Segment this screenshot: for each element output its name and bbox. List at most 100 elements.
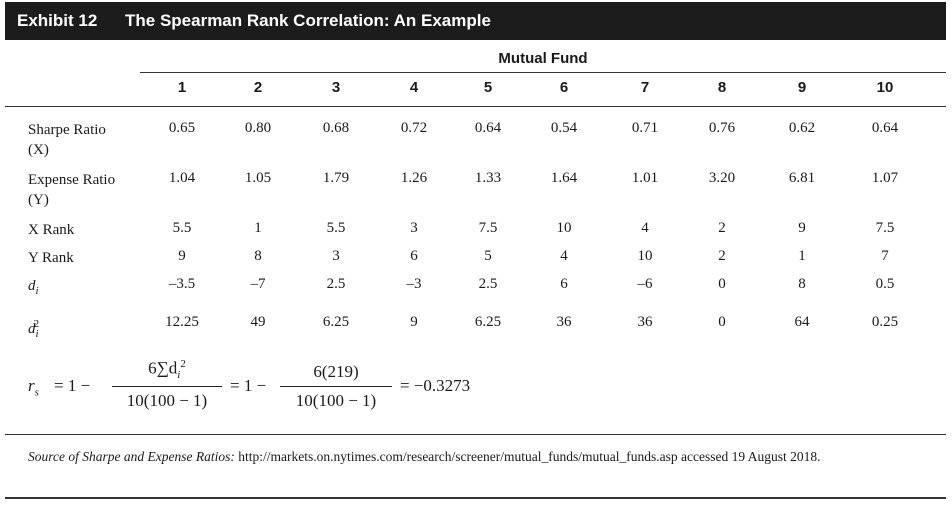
column-header-7: 7 [640,79,650,96]
table-cell: 4 [560,248,568,264]
row-label-text: d [28,321,36,337]
table-cell: 7.5 [478,220,498,236]
table-cell: 0 [718,276,726,292]
table-cell: 6 [410,248,418,264]
row-label-text: Expense Ratio [28,172,116,188]
table-cell: 0 [718,314,726,330]
table-cell: 36 [556,314,572,330]
row-label-text: Sharpe Ratio [28,122,106,138]
row-label-5: di [28,276,39,301]
table-cell: –6 [637,276,653,292]
table-cell: 3 [410,220,418,236]
source-label: Source of Sharpe and Expense Ratios: [28,449,235,464]
table-cell: 5 [484,248,492,264]
formula-eq2: = 1 − [230,376,267,395]
row-label-subscript: i [35,328,39,340]
bottom-rule [5,497,946,499]
table-cell: 1 [254,220,262,236]
table-cell: 36 [637,314,653,330]
row-label-text: Y Rank [28,250,74,266]
table-cell: 0.64 [871,120,899,136]
table-cell: 1.05 [244,170,272,186]
table-cell: 64 [794,314,810,330]
formula-den2: 10(100 − 1) [295,391,377,410]
column-header-3: 3 [331,79,341,96]
row-label-3: X Rank [28,220,74,240]
table-cell: 1.26 [400,170,428,186]
row-label-4: Y Rank [28,248,74,268]
table-cell: 5.5 [172,220,192,236]
column-header-9: 9 [797,79,807,96]
table-cell: 2.5 [478,276,498,292]
table-cell: 5.5 [326,220,346,236]
formula-lhs: rs [28,376,39,399]
table-cell: 10 [556,220,572,236]
table-cell: 6.81 [788,170,816,186]
row-label-text: d [28,278,36,294]
table-cell: 0.76 [708,120,736,136]
formula-num2: 6(219) [313,362,359,381]
table-cell: 0.62 [788,120,816,136]
formula-eq1: = 1 − [54,376,91,395]
table-cell: 0.72 [400,120,428,136]
table-cell: 0.71 [631,120,659,136]
source-text: http://markets.on.nytimes.com/research/s… [238,449,821,464]
table-cell: 1.64 [550,170,578,186]
spearman-formula: rs = 1 − 6∑di2 10(100 − 1) = 1 − 6(219) … [28,358,548,418]
table-cell: 1.01 [631,170,659,186]
exhibit-number: Exhibit 12 [17,11,98,30]
table-cell: 2.5 [326,276,346,292]
table-cell: –7 [250,276,266,292]
formula-den1: 10(100 − 1) [126,391,208,410]
column-header-6: 6 [559,79,569,96]
table-cell: 0.5 [875,276,895,292]
table-cell: 10 [637,248,653,264]
table-cell: 1.07 [871,170,899,186]
fraction-line-1 [112,386,222,387]
table-cell: 49 [250,314,266,330]
table-cell: 7 [881,248,889,264]
row-label-1: Sharpe Ratio (X) [28,120,106,160]
table-cell: 3 [332,248,340,264]
row-label-superscript: 2 [33,318,40,330]
column-header-8: 8 [717,79,727,96]
table-cell: 1.33 [474,170,502,186]
table-cell: 2 [718,220,726,236]
formula-result: = −0.3273 [400,376,471,395]
table-cell: 1.04 [168,170,196,186]
column-header-10: 10 [876,79,894,96]
column-header-1: 1 [177,79,187,96]
table-cell: 1 [798,248,806,264]
table-cell: 12.25 [165,314,199,330]
table-cell: –3 [406,276,422,292]
table-cell: 9 [178,248,186,264]
source-note: Source of Sharpe and Expense Ratios: htt… [28,447,908,467]
table-cell: 9 [410,314,418,330]
table-cell: 2 [718,248,726,264]
table-cell: 0.80 [244,120,272,136]
table-cell: 6 [560,276,568,292]
row-label-subscript: i [35,285,39,297]
exhibit-title: The Spearman Rank Correlation: An Exampl… [125,11,491,30]
table-cell: 0.64 [474,120,502,136]
table-cell: 8 [254,248,262,264]
table-cell: 6.25 [322,314,350,330]
row-label-variable: (Y) [28,192,49,208]
table-cell: 0.25 [871,314,899,330]
exhibit-header: Exhibit 12 The Spearman Rank Correlation… [5,2,946,40]
formula-num1: 6∑di2 [148,358,186,382]
table-cell: 3.20 [708,170,736,186]
table-cell: 0.65 [168,120,196,136]
column-header-5: 5 [483,79,493,96]
table-cell: –3.5 [168,276,196,292]
table-cell: 0.68 [322,120,350,136]
table-cell: 4 [641,220,649,236]
column-header-2: 2 [253,79,263,96]
table-cell: 0.54 [550,120,578,136]
row-label-6: di2 [28,314,39,344]
footer-rule [5,434,946,435]
group-header: Mutual Fund [498,50,588,67]
table-cell: 1.79 [322,170,350,186]
table-cell: 8 [798,276,806,292]
table-cell: 9 [798,220,806,236]
